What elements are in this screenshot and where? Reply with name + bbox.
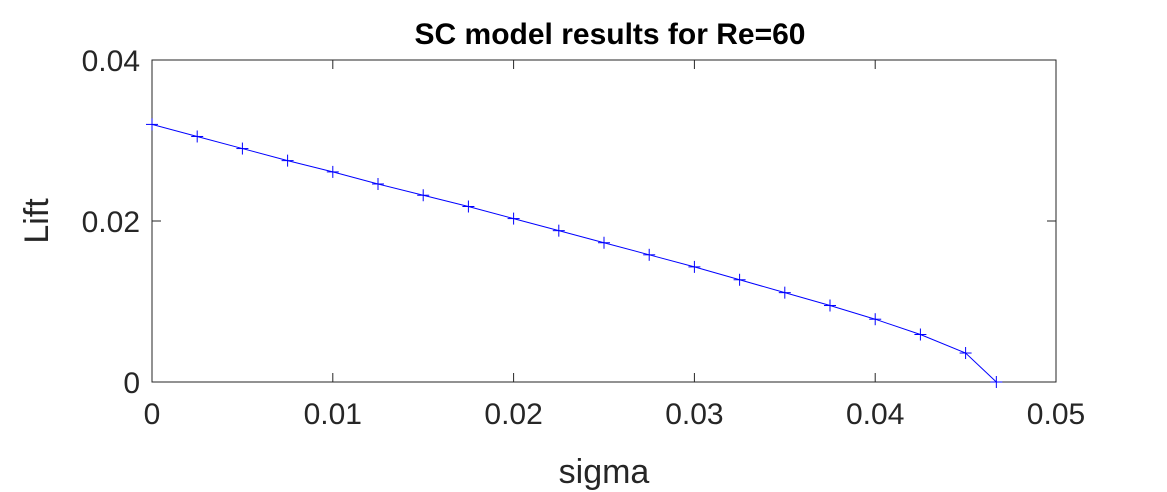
data-point-marker <box>462 200 475 213</box>
y-axis-label: Lift <box>18 198 56 244</box>
data-point-marker <box>643 248 656 261</box>
data-point-marker <box>598 236 610 249</box>
data-point-marker <box>733 273 746 286</box>
series-group <box>146 118 1003 388</box>
y-axis: 0 0.02 0.04 <box>82 45 1056 400</box>
data-point-marker <box>236 142 249 155</box>
y-tick-label: 0 <box>123 367 140 400</box>
x-tick-label: 0.01 <box>304 398 362 431</box>
data-point-marker <box>914 328 927 341</box>
data-point-marker <box>552 224 565 237</box>
data-point-marker <box>146 118 158 131</box>
x-tick-label: 0.05 <box>1027 398 1085 431</box>
chart-title: SC model results for Re=60 <box>415 18 806 51</box>
x-tick-label: 0 <box>144 398 161 431</box>
data-point-marker <box>191 130 204 143</box>
data-point-marker <box>824 299 836 312</box>
data-point-marker <box>417 189 430 202</box>
data-point-marker <box>959 347 972 360</box>
data-point-marker <box>372 177 384 190</box>
data-point-marker <box>688 260 701 273</box>
data-point-marker <box>281 154 294 167</box>
data-point-marker <box>990 376 1003 388</box>
data-point-marker <box>507 212 520 225</box>
x-tick-label: 0.03 <box>665 398 723 431</box>
x-tick-label: 0.02 <box>484 398 542 431</box>
data-point-marker <box>778 286 791 299</box>
y-tick-label: 0.04 <box>82 45 140 78</box>
x-axis-label: sigma <box>559 453 650 491</box>
x-tick-label: 0.04 <box>846 398 904 431</box>
data-point-marker <box>326 165 339 178</box>
x-axis: 0 0.01 0.02 0.03 0.04 0.05 <box>144 60 1085 431</box>
y-tick-label: 0.02 <box>82 206 140 239</box>
data-point-marker <box>869 313 882 326</box>
series-line <box>151 123 997 383</box>
